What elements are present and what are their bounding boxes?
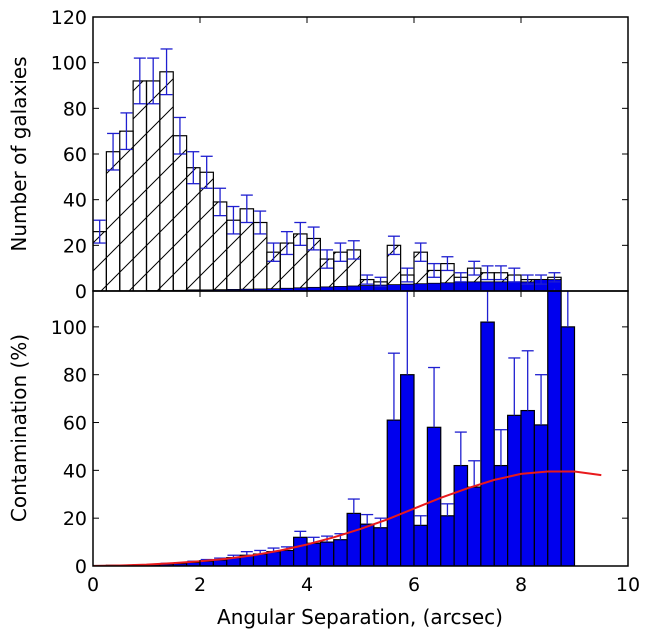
- bottom-bar: [466, 486, 482, 566]
- bottom-bar: [520, 409, 535, 566]
- top-filled-bar: [426, 282, 442, 291]
- bottom-x-ticks: 0 2 4 6 8 10: [87, 17, 640, 596]
- bottom-y-tick-label: 80: [63, 365, 87, 387]
- bottom-bar: [279, 549, 295, 566]
- bottom-bar: [266, 551, 281, 566]
- bottom-bar: [413, 524, 428, 566]
- top-error-bars: [93, 48, 561, 288]
- bottom-y-tick-label: 60: [63, 413, 87, 435]
- bottom-panel: 0 20 40 60 80 100 0 2 4 6 8 10 Contamination (%) A…: [7, 17, 640, 629]
- bottom-bar: [440, 515, 455, 566]
- bottom-y-tick-label: 100: [51, 317, 87, 339]
- bottom-x-tick-label: 6: [408, 574, 420, 596]
- bottom-bar: [212, 559, 228, 566]
- bottom-y-tick-label: 40: [63, 460, 87, 482]
- top-filled-bar: [360, 285, 375, 291]
- bottom-bar: [319, 541, 335, 566]
- top-bar: [159, 71, 174, 291]
- top-bar: [186, 167, 201, 291]
- bottom-bar: [346, 512, 362, 566]
- top-filled-bar: [386, 284, 402, 291]
- top-filled-bar: [440, 282, 455, 291]
- top-y-axis-label: Number of galaxies: [7, 56, 31, 251]
- top-bar: [145, 80, 161, 291]
- top-y-tick-label: 60: [63, 144, 87, 166]
- top-y-tick-label: 120: [51, 7, 87, 29]
- top-bar: [132, 80, 148, 291]
- top-y-tick-label: 40: [63, 190, 87, 212]
- bottom-plot-frame: [92, 290, 629, 567]
- bottom-bar: [400, 374, 415, 566]
- bottom-y-tick-label: 20: [63, 508, 87, 530]
- top-filled-bar: [413, 283, 428, 291]
- top-filled-bar: [453, 281, 468, 291]
- top-filled-bar: [493, 281, 509, 291]
- top-y-tick-label: 100: [51, 53, 87, 75]
- bottom-bar: [333, 539, 348, 566]
- bottom-y-ticks: 0 20 40 60 80 100: [51, 317, 628, 578]
- bottom-bar: [293, 536, 308, 566]
- bottom-x-tick-label: 8: [515, 574, 527, 596]
- bottom-x-tick-label: 2: [194, 574, 206, 596]
- top-filled-bar: [507, 281, 522, 291]
- bottom-bar: [386, 419, 402, 566]
- top-filled-bar: [400, 283, 415, 291]
- x-axis-label: Angular Separation, (arcsec): [217, 605, 503, 629]
- top-bar: [105, 151, 121, 291]
- bottom-bar: [359, 523, 375, 566]
- bottom-bar: [373, 527, 388, 566]
- bottom-bar: [560, 326, 576, 566]
- bottom-bar: [426, 426, 442, 566]
- top-filled-bar: [467, 281, 482, 291]
- bottom-bar: [480, 321, 495, 566]
- bottom-y-tick-label: 0: [75, 556, 87, 578]
- bottom-x-tick-label: 4: [301, 574, 313, 596]
- bottom-x-tick-label: 10: [616, 574, 640, 596]
- bottom-bar: [453, 464, 469, 566]
- top-bar: [119, 130, 134, 291]
- top-filled-bar: [346, 285, 361, 291]
- bottom-histogram-bars: [93, 291, 576, 566]
- top-bar: [199, 171, 214, 291]
- bottom-bar: [493, 464, 509, 566]
- top-y-ticks: 0 20 40 60 80 100 120: [51, 7, 628, 303]
- top-y-tick-label: 80: [63, 98, 87, 120]
- top-y-tick-label: 0: [75, 281, 87, 303]
- top-filled-bar: [480, 281, 495, 291]
- bottom-y-axis-label: Contamination (%): [7, 334, 31, 522]
- top-bar: [172, 135, 188, 291]
- top-panel: 0 20 40 60 80 100 120 Number of galaxies: [7, 7, 628, 303]
- bottom-bar: [507, 414, 522, 566]
- fit-curve: [93, 470, 602, 566]
- bottom-x-tick-label: 0: [87, 574, 99, 596]
- bottom-bar: [547, 291, 562, 566]
- top-y-tick-label: 20: [63, 235, 87, 257]
- bottom-bar: [306, 542, 321, 566]
- bottom-bar: [533, 424, 549, 566]
